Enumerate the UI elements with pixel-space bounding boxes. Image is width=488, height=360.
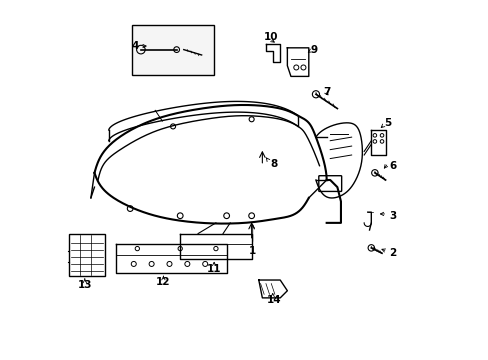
Text: 12: 12: [156, 277, 170, 287]
Text: 8: 8: [269, 159, 277, 169]
Text: 9: 9: [310, 45, 317, 55]
Text: 7: 7: [322, 87, 330, 98]
Text: 14: 14: [266, 295, 281, 305]
FancyBboxPatch shape: [132, 24, 214, 75]
Text: 10: 10: [264, 32, 278, 42]
Text: 5: 5: [383, 118, 390, 128]
Bar: [69, 234, 105, 276]
Text: 1: 1: [248, 247, 256, 256]
Text: 11: 11: [206, 264, 221, 274]
Text: 3: 3: [388, 211, 396, 221]
Text: 13: 13: [78, 280, 92, 290]
Text: 6: 6: [388, 161, 396, 171]
FancyBboxPatch shape: [318, 176, 341, 192]
Text: 2: 2: [388, 248, 396, 258]
Text: 4: 4: [132, 41, 139, 51]
